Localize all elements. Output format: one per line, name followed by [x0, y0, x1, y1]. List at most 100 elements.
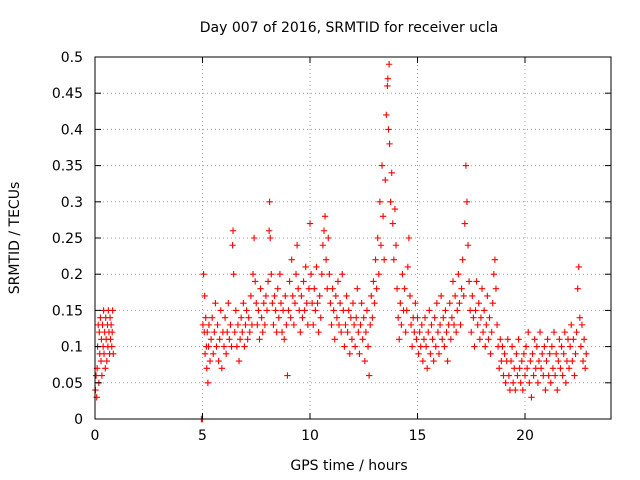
data-point [412, 299, 419, 307]
data-point [522, 343, 530, 350]
data-point [454, 307, 461, 314]
data-point [517, 379, 524, 386]
data-point [205, 321, 213, 329]
data-point [570, 336, 577, 343]
data-point [367, 321, 374, 329]
y-tick-label: 0.4 [61, 122, 83, 138]
data-point [314, 299, 321, 307]
data-point [297, 328, 304, 336]
data-point [356, 350, 363, 358]
data-point [290, 321, 298, 329]
data-point [443, 328, 450, 336]
data-point [396, 336, 403, 343]
data-point [383, 111, 390, 119]
x-tick-label: 10 [301, 428, 319, 444]
data-point [285, 307, 292, 314]
data-point [462, 162, 470, 169]
data-point [474, 321, 481, 329]
data-point [357, 321, 364, 329]
data-point [453, 328, 460, 336]
data-point [471, 343, 478, 350]
data-point [256, 336, 263, 343]
data-point [365, 372, 373, 379]
data-point [449, 278, 457, 285]
data-point [507, 357, 515, 365]
data-point [505, 372, 513, 379]
data-point [583, 350, 590, 358]
data-point [107, 336, 114, 343]
data-point [226, 336, 233, 343]
data-point [254, 321, 261, 329]
data-point [349, 299, 357, 307]
data-point [440, 314, 447, 321]
data-point [298, 292, 305, 300]
data-point [555, 357, 562, 365]
data-point [373, 285, 380, 292]
data-point [468, 328, 475, 336]
x-axis-ticks: 0 5 10 15 20 [91, 57, 534, 444]
data-point [273, 328, 280, 336]
data-point [103, 357, 111, 365]
data-point [565, 365, 573, 372]
data-point [334, 278, 342, 285]
data-point [549, 365, 557, 372]
data-point [533, 343, 541, 350]
data-point [485, 336, 492, 343]
data-point [212, 299, 219, 307]
data-point [398, 321, 405, 329]
data-point [304, 321, 312, 329]
data-point [406, 292, 414, 300]
data-point [302, 263, 309, 271]
data-point [477, 314, 485, 321]
data-point [558, 343, 565, 350]
y-tick-label: 0.25 [52, 231, 83, 247]
data-point [97, 357, 105, 365]
data-point [318, 271, 326, 278]
data-point [536, 328, 544, 336]
data-point [238, 314, 245, 321]
data-point [419, 357, 427, 365]
data-point [540, 372, 547, 379]
data-point [446, 299, 453, 307]
y-tick-label: 0.1 [61, 340, 83, 356]
data-point [229, 227, 237, 234]
data-point [426, 307, 433, 314]
data-point [433, 299, 441, 307]
data-point [425, 328, 432, 336]
data-point [303, 299, 310, 307]
data-point [325, 234, 332, 242]
data-point [439, 336, 446, 343]
data-point [492, 285, 500, 292]
data-point [427, 350, 434, 358]
data-point [355, 328, 362, 336]
data-point [346, 350, 353, 358]
data-point [384, 82, 391, 90]
data-point [386, 140, 393, 148]
data-point [518, 357, 525, 365]
data-point [577, 343, 585, 350]
data-point [251, 278, 259, 285]
data-point [435, 350, 443, 358]
data-point [525, 328, 532, 336]
data-point [559, 372, 566, 379]
data-point [566, 343, 574, 350]
data-point [464, 242, 472, 249]
x-tick-label: 15 [409, 428, 427, 444]
data-point [272, 307, 279, 314]
data-point [210, 350, 217, 358]
data-point [313, 263, 320, 271]
data-point [557, 365, 564, 372]
data-point [489, 299, 496, 307]
data-point [515, 336, 522, 343]
y-tick-label: 0 [74, 412, 83, 428]
data-point [299, 314, 306, 321]
data-point [243, 307, 250, 314]
data-point [332, 292, 339, 300]
data-point [363, 307, 371, 314]
data-point [487, 350, 494, 358]
data-point [261, 321, 269, 329]
data-point [448, 314, 456, 321]
y-axis-label: SRMTID / TECUs [7, 182, 23, 295]
data-point [245, 314, 252, 321]
data-point [348, 336, 356, 343]
